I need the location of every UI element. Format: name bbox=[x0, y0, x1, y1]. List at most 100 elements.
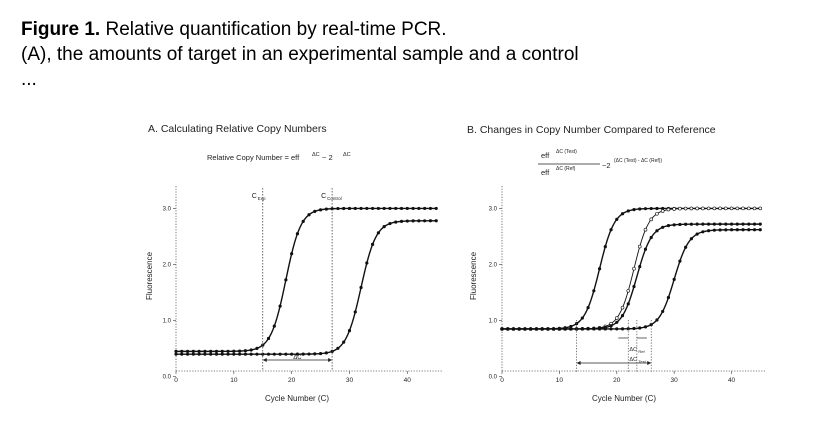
panel-a-curve-2-point bbox=[249, 352, 253, 356]
panel-b-curve-4-point bbox=[724, 228, 728, 232]
panel-a-curve-1-point bbox=[174, 349, 178, 353]
panel-b-curve-4-point bbox=[701, 230, 705, 234]
panel-a-ylabel: Fluorescence bbox=[145, 251, 154, 300]
panel-b-curve-3-point bbox=[747, 222, 751, 226]
panel-a-x-tick-label: 10 bbox=[230, 377, 238, 384]
panel-b-curve-3 bbox=[502, 223, 761, 330]
panel-a-curve-1-point bbox=[226, 349, 230, 353]
panel-a-curve-1-point bbox=[191, 349, 195, 353]
panel-a-curve-1-point bbox=[243, 349, 247, 353]
panel-b-curve-3-point bbox=[729, 222, 734, 226]
panel-b-curve-4-point bbox=[689, 237, 693, 241]
panel-b-curve-3-point bbox=[695, 222, 699, 226]
panel-a-curve-2-point bbox=[295, 352, 300, 356]
panel-b-curve-3-point bbox=[649, 235, 653, 240]
panel-b-curve-4-point bbox=[632, 326, 636, 331]
panel-b-curve-4-point bbox=[546, 327, 550, 331]
panel-b-curve-4-point bbox=[506, 327, 510, 331]
panel-a-y-tick-label: 2.0 bbox=[163, 262, 172, 268]
panel-b-curve-2-point bbox=[660, 209, 665, 213]
panel-b-curve-2-point bbox=[735, 206, 740, 211]
panel-a-curve-1-point bbox=[232, 349, 236, 353]
panel-a-curve-1-point bbox=[284, 278, 288, 282]
panel-b-curve-3-point bbox=[672, 223, 676, 227]
panel-b-curve-4-point bbox=[529, 327, 533, 331]
panel-a-curve-2-point bbox=[313, 352, 317, 356]
panel-a-curve-2-point bbox=[342, 340, 346, 344]
panel-b-curve-3-point bbox=[620, 313, 625, 318]
panel-b-x-tick-label: 0 bbox=[500, 377, 504, 384]
panel-b-curve-3-point bbox=[741, 222, 745, 226]
panel-b-curve-2-point bbox=[655, 211, 659, 216]
panel-a-curve-2-point bbox=[197, 352, 201, 356]
panel-a-title: A. Calculating Relative Copy Numbers bbox=[148, 123, 327, 135]
panel-b-formula-num-sup: ΔC (Test) bbox=[556, 149, 577, 155]
panel-a-curve-2-point bbox=[272, 352, 276, 356]
panel-a-curve-2-point bbox=[336, 346, 340, 350]
panel-a-curve-2-point bbox=[394, 220, 398, 224]
panel-a-curve-2-point bbox=[214, 352, 219, 356]
panel-b-curve-2-point bbox=[689, 206, 694, 211]
panel-b-curve-2-point bbox=[752, 206, 757, 211]
panel-a-formula-text: Relative Copy Number = eff bbox=[207, 153, 300, 162]
panel-a-curve-1-point bbox=[313, 209, 317, 214]
panel-b-curve-2-point bbox=[666, 207, 671, 212]
panel-b-formula-den: eff bbox=[541, 168, 550, 177]
panel-a-curve-1-point bbox=[203, 349, 207, 353]
panel-b-curve-2-point bbox=[643, 227, 648, 232]
panel-a-formula-sup1: ΔC bbox=[312, 152, 320, 158]
panel-b-y-tick-label: 3.0 bbox=[489, 206, 498, 212]
panel-a-curve-2-point bbox=[371, 242, 375, 246]
panel-b-curve-1-point bbox=[632, 208, 636, 212]
panel-a-curve-2-point bbox=[209, 352, 213, 356]
panel-a-curve-1-point bbox=[411, 206, 415, 211]
figure-title: Relative quantification by real-time PCR… bbox=[105, 19, 447, 40]
panel-b-curve-4-point bbox=[597, 327, 602, 331]
panel-b-x-tick-label: 20 bbox=[613, 377, 621, 384]
panel-a-x-tick-label: 0 bbox=[174, 377, 178, 384]
panel-b-curve-1-point bbox=[603, 244, 607, 249]
panel-a-threshold-sub-1: Exp bbox=[258, 196, 266, 201]
panel-b-curve-2-point bbox=[712, 206, 717, 211]
panel-a-curve-1-point bbox=[209, 349, 213, 353]
panel-a-curve-2-point bbox=[243, 352, 247, 356]
panel-a-curve-1-point bbox=[301, 219, 305, 223]
panel-a-curve-1-point bbox=[359, 206, 363, 211]
panel-b-curve-3-point bbox=[712, 222, 716, 226]
panel-a-threshold-sub-2: Control bbox=[327, 196, 342, 201]
panel-b-curve-3-point bbox=[689, 222, 693, 226]
panel-b-curve-2-point bbox=[706, 206, 711, 211]
panel-a-curve-2-point bbox=[399, 219, 404, 223]
panel-a-curve-1-point bbox=[365, 206, 369, 211]
panel-a-curve-1-point bbox=[180, 349, 184, 353]
panel-a-curve-1-point bbox=[249, 348, 253, 352]
panel-b-formula-num: eff bbox=[541, 151, 550, 160]
panel-a-threshold-label-1: C bbox=[252, 193, 257, 200]
panel-a-curve-2-point bbox=[290, 352, 294, 356]
panel-b-curve-4-point bbox=[586, 327, 590, 331]
panel-b-curve-4-point bbox=[540, 327, 544, 331]
panel-a-curve-1-point bbox=[324, 207, 328, 211]
panel-a-curve-1-point bbox=[417, 206, 421, 211]
panel-b-x-tick-label: 40 bbox=[728, 377, 736, 384]
panel-b-curve-1 bbox=[502, 207, 761, 330]
panel-b-curve-4-point bbox=[729, 228, 734, 232]
panel-a-curve-2-point bbox=[220, 352, 224, 356]
panel-a-curve-1-point bbox=[295, 232, 300, 236]
panel-b-curve-4-point bbox=[552, 327, 556, 331]
panel-a-curve-1-point bbox=[353, 206, 357, 211]
panel-a-curve-2-point bbox=[382, 225, 386, 229]
panel-b-curve-4-point bbox=[741, 228, 745, 232]
panel-a-formula: Relative Copy Number = eff ΔC ~ 2 ΔC bbox=[207, 152, 351, 162]
panel-b-x-tick-label: 30 bbox=[671, 377, 679, 384]
panel-b-curve-4-point bbox=[735, 228, 739, 232]
panel-b-curve-1-point bbox=[655, 206, 659, 211]
figure-label: Figure 1. bbox=[21, 19, 101, 40]
panel-a-curve-1-point bbox=[399, 206, 404, 211]
panel-a-curve-1-point bbox=[185, 349, 190, 353]
panel-b-curve-1-point bbox=[592, 289, 596, 293]
panel-a-curve-1 bbox=[176, 207, 437, 353]
panel-b-curve-4 bbox=[502, 229, 761, 330]
